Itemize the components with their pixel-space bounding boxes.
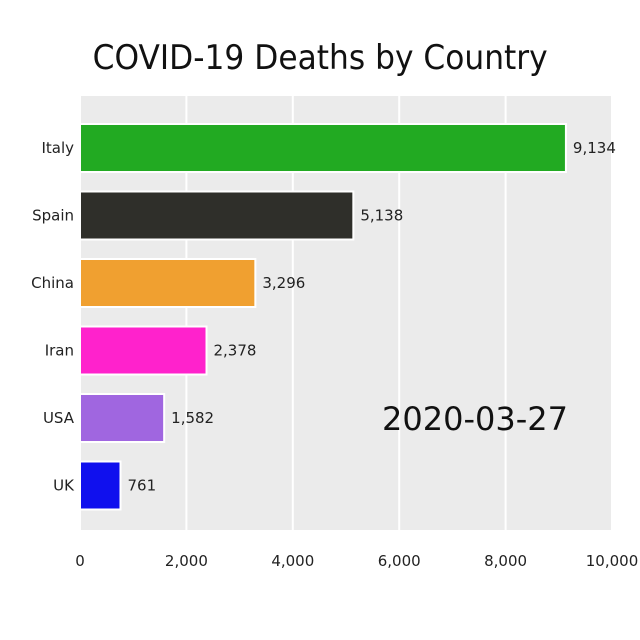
bar-uk (79, 460, 122, 511)
bars (79, 123, 567, 511)
x-tick-label: 6,000 (378, 552, 421, 570)
value-label-china: 3,296 (262, 274, 305, 292)
bar-spain (79, 190, 355, 241)
value-label-italy: 9,134 (573, 139, 616, 157)
bar-usa (79, 393, 166, 443)
labels: 0 2,000 4,000 6,000 8,000 10,000 Italy 9,134 Spa… (31, 139, 638, 570)
category-label-usa: USA (43, 409, 75, 427)
value-label-spain: 5,138 (360, 207, 403, 225)
x-tick-label: 8,000 (484, 552, 527, 570)
x-tick-label: 0 (75, 552, 85, 570)
date-label: 2020-03-27 (382, 400, 568, 438)
x-tick-label: 2,000 (165, 552, 208, 570)
bar-italy (79, 123, 567, 173)
bar-china (79, 258, 257, 308)
category-label-uk: UK (53, 477, 75, 495)
category-label-iran: Iran (45, 342, 74, 360)
value-label-uk: 761 (127, 477, 156, 495)
category-label-italy: Italy (41, 139, 74, 157)
x-tick-label: 10,000 (586, 552, 639, 570)
value-label-iran: 2,378 (214, 342, 257, 360)
category-label-spain: Spain (32, 207, 74, 225)
category-label-china: China (31, 274, 74, 292)
bar-iran (79, 325, 208, 376)
value-label-usa: 1,582 (171, 409, 214, 427)
x-tick-label: 4,000 (271, 552, 314, 570)
chart-title: COVID-19 Deaths by Country (92, 38, 548, 78)
